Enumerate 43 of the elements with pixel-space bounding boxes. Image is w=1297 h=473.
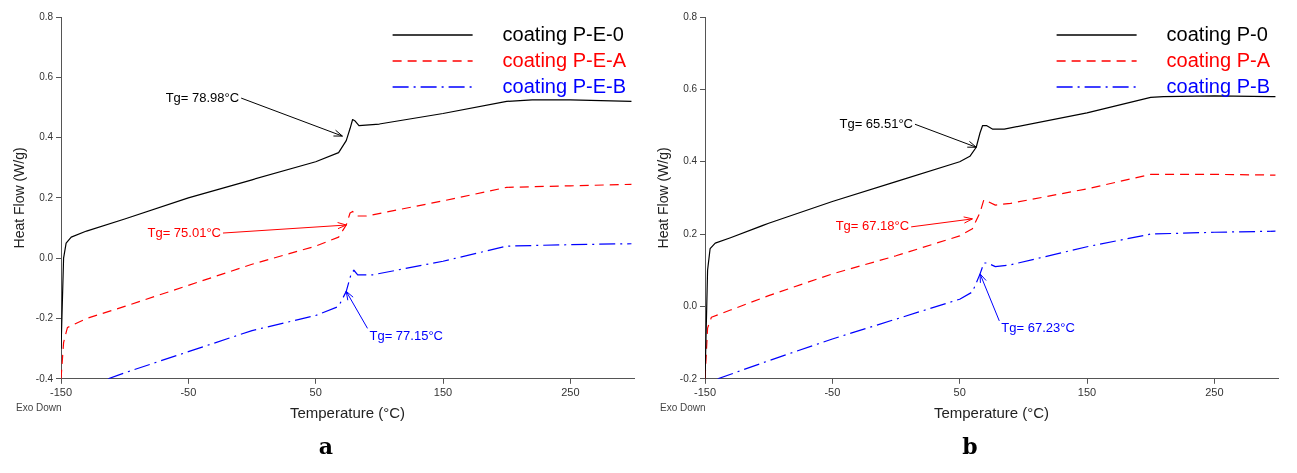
x-tick-label: 250 bbox=[561, 386, 580, 399]
y-tick-label: 0.6 bbox=[683, 83, 698, 95]
annotation: Tg= 77.15°C bbox=[369, 327, 443, 343]
legend-label: coating P-A bbox=[1166, 48, 1271, 71]
y-tick-label: -0.2 bbox=[679, 372, 698, 384]
legend-label: coating P-E-B bbox=[502, 74, 626, 97]
x-tick-label: 250 bbox=[1205, 386, 1224, 399]
x-tick-label: -150 bbox=[50, 386, 73, 399]
annotation: Tg= 67.23°C bbox=[1001, 320, 1075, 336]
legend-label: coating P-E-0 bbox=[502, 22, 624, 45]
y-tick-label: -0.4 bbox=[35, 372, 54, 384]
y-tick-label: 0.0 bbox=[683, 300, 698, 312]
x-axis-title: Temperature (°C) bbox=[289, 404, 406, 422]
annotation: Tg= 67.18°C bbox=[835, 218, 910, 234]
text: Exo Down bbox=[16, 401, 62, 413]
y-tick-label: 0.8 bbox=[683, 10, 698, 22]
x-tick-label: 50 bbox=[309, 386, 322, 399]
x-tick-label: -150 bbox=[694, 386, 717, 399]
annotation: Tg= 75.01°C bbox=[147, 224, 221, 240]
text: a bbox=[317, 433, 335, 459]
text: Exo Down bbox=[660, 401, 706, 413]
y-tick-label: -0.2 bbox=[35, 312, 54, 324]
x-tick-label: -50 bbox=[180, 386, 197, 399]
annotation: Tg= 78.98°C bbox=[165, 89, 240, 105]
y-tick-label: 0.0 bbox=[39, 251, 54, 263]
y-tick-label: 0.4 bbox=[683, 155, 698, 167]
y-tick-label: 0.6 bbox=[39, 71, 54, 83]
x-tick-label: -50 bbox=[824, 386, 841, 399]
y-tick-label: 0.4 bbox=[39, 131, 54, 143]
annotation: Tg= 65.51°C bbox=[839, 115, 913, 131]
text: b bbox=[961, 433, 979, 459]
legend-label: coating P-0 bbox=[1166, 22, 1268, 45]
y-tick-label: 0.2 bbox=[683, 227, 698, 239]
x-tick-label: 150 bbox=[1077, 386, 1097, 399]
legend-label: coating P-B bbox=[1166, 74, 1270, 97]
x-axis-title: Temperature (°C) bbox=[933, 404, 1050, 422]
y-axis-title: Heat Flow (W/g) bbox=[11, 147, 28, 249]
y-tick-label: 0.2 bbox=[39, 191, 54, 203]
x-tick-label: 150 bbox=[433, 386, 453, 399]
legend-label: coating P-E-A bbox=[502, 48, 627, 71]
y-axis-title: Heat Flow (W/g) bbox=[655, 147, 672, 249]
x-tick-label: 50 bbox=[953, 386, 966, 399]
y-tick-label: 0.8 bbox=[39, 10, 54, 22]
